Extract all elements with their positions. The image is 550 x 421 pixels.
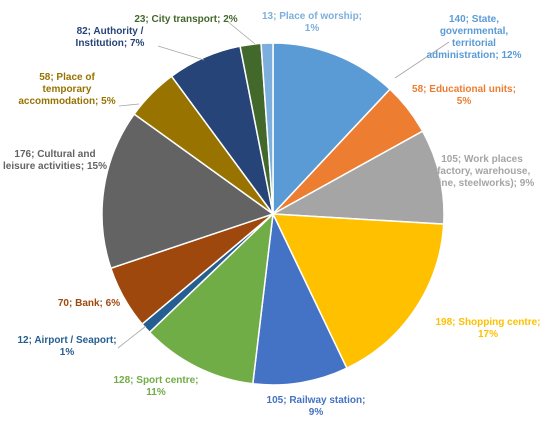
- data-label: 58; Place of temporary accommodation; 5%: [18, 72, 115, 107]
- data-label: 12; Airport / Seaport; 1%: [17, 335, 116, 358]
- pie-slice-shopping-centre: [271, 213, 445, 370]
- data-label: 105; Railway station; 9%: [267, 395, 366, 418]
- data-label: 82; Authority / Institution; 7%: [76, 26, 145, 49]
- data-label: 105; Work places (factory, warehouse, mine…: [430, 154, 535, 189]
- leader-line: [157, 45, 205, 61]
- data-label: 176; Cultural and leisure activities; 15%: [3, 149, 107, 172]
- pie-slice-cultural-and-leisure-activities: [101, 113, 275, 270]
- leader-line: [118, 103, 140, 107]
- data-label: 140; State, governmental, territorial admin…: [426, 14, 521, 61]
- leader-line: [117, 325, 147, 349]
- data-label: 198; Shopping centre; 17%: [435, 317, 540, 340]
- pie-slice-sport-centre: [148, 212, 274, 385]
- data-label: 58; Educational units; 5%: [412, 84, 516, 107]
- data-label: 128; Sport centre; 11%: [113, 375, 198, 398]
- pie-slice-work-places-factory-warehouse-mine-steelworks: [270, 130, 445, 225]
- pie-slice-railway-station: [251, 211, 348, 386]
- data-label: 23; City transport; 2%: [134, 14, 237, 25]
- data-label: 70; Bank; 6%: [58, 298, 120, 309]
- pie-slice-place-of-worship: [260, 42, 274, 215]
- pie-slice-state-governmental-territorial-administration: [272, 42, 392, 216]
- leader-line: [226, 20, 256, 45]
- data-label: 13; Place of worship; 1%: [262, 11, 362, 34]
- leader-line: [394, 41, 450, 79]
